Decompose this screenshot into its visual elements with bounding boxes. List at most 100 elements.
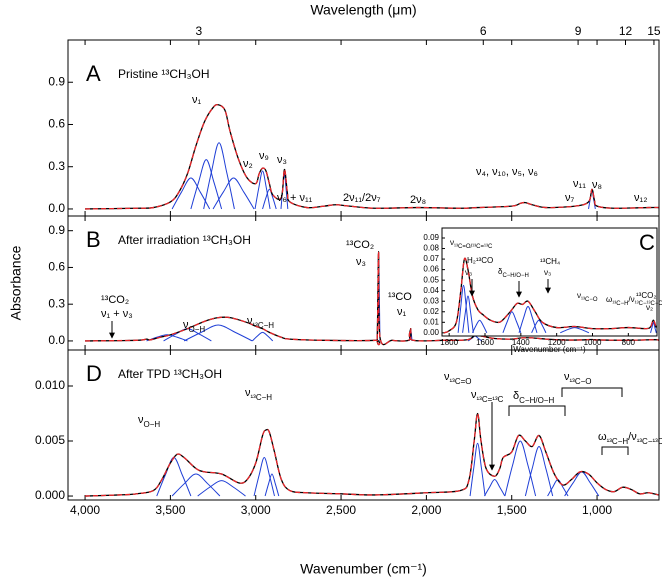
annotation: ν₇ [565, 192, 575, 204]
annotation-part: ν [245, 387, 251, 399]
annotation-part: /ν [628, 295, 634, 304]
annotation-part: ν [183, 319, 189, 331]
spectrum-line [483, 479, 506, 497]
spectrum-line [264, 473, 280, 497]
y-tick-label: 0.6 [48, 260, 65, 274]
panel: 0.0 0.3 0.6 0.9 3 6 9 12 15 A Pristine ¹³CH₃OH Wave… [48, 2, 661, 217]
x-axis-label: Wavenumber (cm⁻¹) [300, 561, 427, 577]
x-tick-label: 1400 [512, 338, 530, 347]
annotation-part: ν₁ [397, 306, 407, 318]
annotation-part: ¹³CO₂ [101, 294, 129, 306]
spectrum-line [146, 334, 188, 342]
x-tick-label: 1200 [548, 338, 566, 347]
annotation-part: ¹³C−O [581, 297, 598, 303]
spectrum-line [197, 480, 246, 497]
annotation-part: ¹³C−¹³C−O [635, 301, 662, 307]
x-tick-label: 1000 [584, 338, 602, 347]
annotation-part: ¹³C−H [251, 393, 273, 402]
annotation-part: ν [247, 315, 253, 327]
annotation-part: ν₈ [592, 179, 602, 191]
annotation-part: ν [450, 238, 454, 247]
panel-title: After TPD ¹³CH₃OH [118, 367, 222, 381]
spectrum-line [156, 457, 192, 497]
annotation-part: ¹³CH₄ [540, 257, 560, 266]
annotation-part: 2ν₁₁/2ν₇ [343, 192, 381, 204]
spectrum-line [212, 177, 255, 210]
annotation: ¹³CO₂ [636, 291, 656, 300]
x-tick-label: 1600 [476, 338, 494, 347]
frame [67, 349, 660, 501]
annotation-part: O−H [189, 325, 206, 334]
y-tick-label: 0.09 [423, 233, 439, 242]
x-tick-label: 3,500 [155, 503, 185, 517]
annotation: ν₁₁ [573, 178, 586, 190]
x-tick-label: 4,000 [70, 503, 100, 517]
annotation-part: ¹³C=¹³C [477, 395, 504, 404]
series-group [85, 250, 659, 346]
annotation: νO−H [183, 319, 205, 334]
annotation-part: ¹³C−H [253, 321, 275, 330]
x-tick-label: 1800 [440, 338, 458, 347]
series-group [85, 412, 659, 497]
y-axis-label: Absorbance [8, 245, 24, 320]
annotation: ¹³CO [388, 291, 412, 303]
annotation: ¹³CH₄ [540, 257, 560, 266]
annotation: ν₁ + ν₃ [101, 308, 133, 320]
annotation-part: ¹³C−H [607, 437, 629, 446]
annotation-part: C−H/O−H [519, 396, 554, 405]
panel-letter: C [639, 230, 655, 255]
annotation-part: ¹³CO₂ [346, 239, 374, 251]
annotation-part: ¹³C−H [612, 301, 628, 307]
annotation-part: ¹³CO [388, 291, 412, 303]
y-tick-label: 0.9 [48, 223, 65, 237]
x-tick-label: 2,500 [326, 503, 356, 517]
y-tick-label: 0.0 [48, 201, 65, 215]
spectrum-line [564, 471, 600, 497]
spectrum-line [504, 440, 537, 497]
annotation-part: ν₂ [243, 158, 253, 170]
y-tick-label: 0.05 [423, 275, 439, 284]
spectrum-line [560, 327, 590, 334]
annotation: ν¹³C−O [577, 291, 598, 302]
spectrum-line [443, 257, 657, 334]
spectrum-line [469, 442, 486, 497]
annotation-part: /ν [628, 431, 637, 443]
annotation-part: ν₃ [356, 256, 366, 268]
y-tick-label: 0.02 [423, 307, 439, 316]
spectrum-line [502, 311, 522, 334]
annotation-part: ν₃ [465, 268, 472, 277]
annotation: δC−H/O−H [513, 390, 554, 405]
y-tick-label: 0.005 [35, 433, 65, 447]
annotation: ν¹³C−H [247, 315, 274, 330]
panel-letter: A [86, 61, 101, 86]
annotation-part: δ [498, 267, 503, 276]
spectrum-line [171, 473, 221, 497]
spectrum-line [85, 412, 659, 497]
spectrum-line [85, 103, 659, 210]
annotation: 2ν₈ [410, 194, 426, 206]
spectrum-line [253, 457, 275, 497]
annotation-part: ¹³CO₂ [636, 291, 656, 300]
spectrum-line [472, 319, 488, 334]
annotation-part: H₂¹³CO [467, 256, 493, 265]
annotation: νO−H [138, 414, 160, 429]
y-tick-label: 0.03 [423, 296, 439, 305]
x2-axis-label: Wavelength (μm) [310, 2, 416, 18]
annotation-part: ¹³C−¹³C−O [637, 437, 662, 446]
spectrum-line [183, 324, 253, 342]
x2-tick-label: 9 [575, 24, 582, 38]
annotation-part: ν₃ [544, 268, 551, 277]
y-tick-label: 0.6 [48, 117, 65, 131]
spectrum-line [524, 446, 554, 497]
spectrum-line [518, 305, 538, 333]
panel: 0.00 0.010.02 0.030.04 0.050.06 0.070.08 0.09… [423, 227, 662, 354]
annotation: ν₂ [646, 303, 653, 312]
bracket [508, 405, 566, 416]
spectrum-line [251, 331, 274, 342]
x2-tick-label: 3 [195, 24, 202, 38]
annotation-part: δ [513, 390, 519, 402]
spectrum-line [462, 295, 474, 333]
annotation: ν₈ [592, 179, 602, 191]
annotation-part: ν₂ [646, 303, 653, 312]
